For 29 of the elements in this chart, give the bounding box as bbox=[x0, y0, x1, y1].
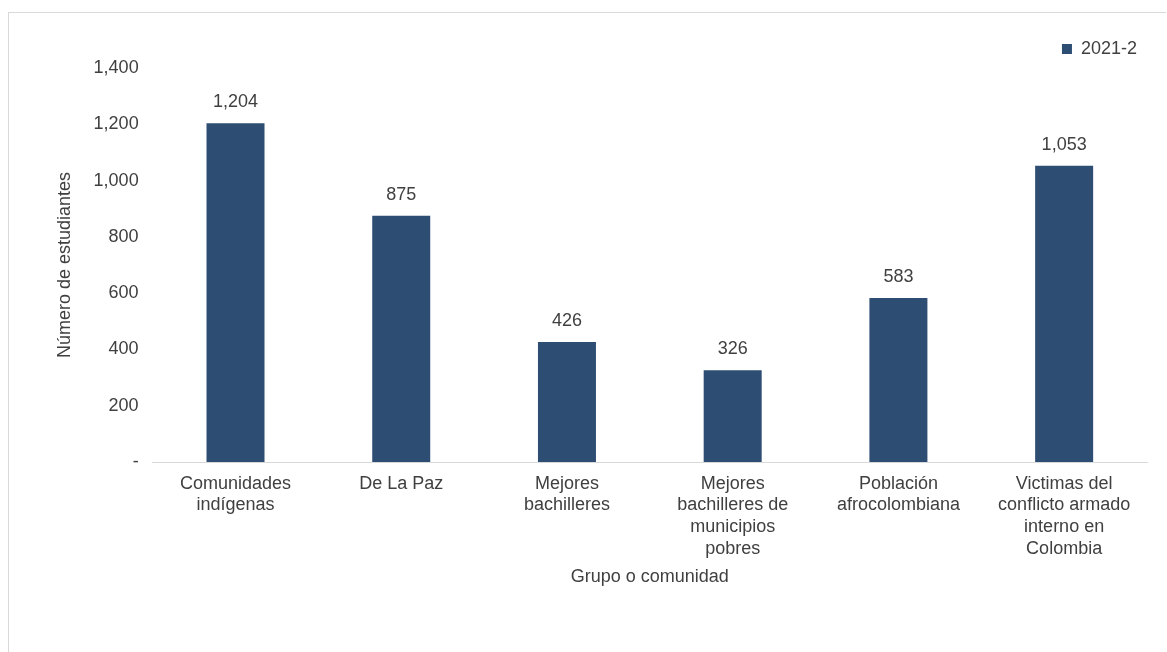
bar bbox=[869, 297, 928, 462]
bar bbox=[206, 123, 265, 462]
data-label: 426 bbox=[551, 310, 582, 331]
bar bbox=[1035, 165, 1094, 462]
bar bbox=[537, 342, 596, 462]
y-tick-label: 1,400 bbox=[93, 56, 139, 77]
y-tick-label: 200 bbox=[108, 394, 139, 415]
bar bbox=[372, 215, 431, 462]
y-tick-label: 800 bbox=[108, 225, 139, 246]
y-tick-label: 1,000 bbox=[93, 169, 139, 190]
y-axis-title: Número de estudiantes bbox=[53, 171, 74, 359]
x-tick-label: Victimas del conflicto armado interno en Colombia bbox=[998, 472, 1131, 558]
y-tick-label: 600 bbox=[108, 282, 139, 303]
x-tick-label: Población afrocolombiana bbox=[836, 472, 961, 515]
x-tick-label: Comunidades indígenas bbox=[179, 472, 292, 515]
y-tick-label: 1,200 bbox=[93, 113, 139, 134]
y-tick-label: - bbox=[132, 450, 139, 471]
legend-label: 2021-2 bbox=[1080, 37, 1138, 58]
x-tick-label: De La Paz bbox=[359, 472, 444, 493]
x-axis-title: Grupo o comunidad bbox=[570, 566, 729, 587]
y-tick-label: 400 bbox=[108, 338, 139, 359]
x-tick-label: Mejores bachilleres de municipios pobres bbox=[677, 472, 789, 558]
data-label: 875 bbox=[386, 183, 417, 204]
data-label: 1,053 bbox=[1041, 133, 1087, 154]
data-label: 326 bbox=[717, 338, 748, 359]
x-tick-label: Mejores bachilleres bbox=[523, 472, 610, 515]
data-label: 1,204 bbox=[212, 91, 259, 112]
bar bbox=[703, 370, 762, 462]
data-label: 583 bbox=[883, 265, 914, 286]
